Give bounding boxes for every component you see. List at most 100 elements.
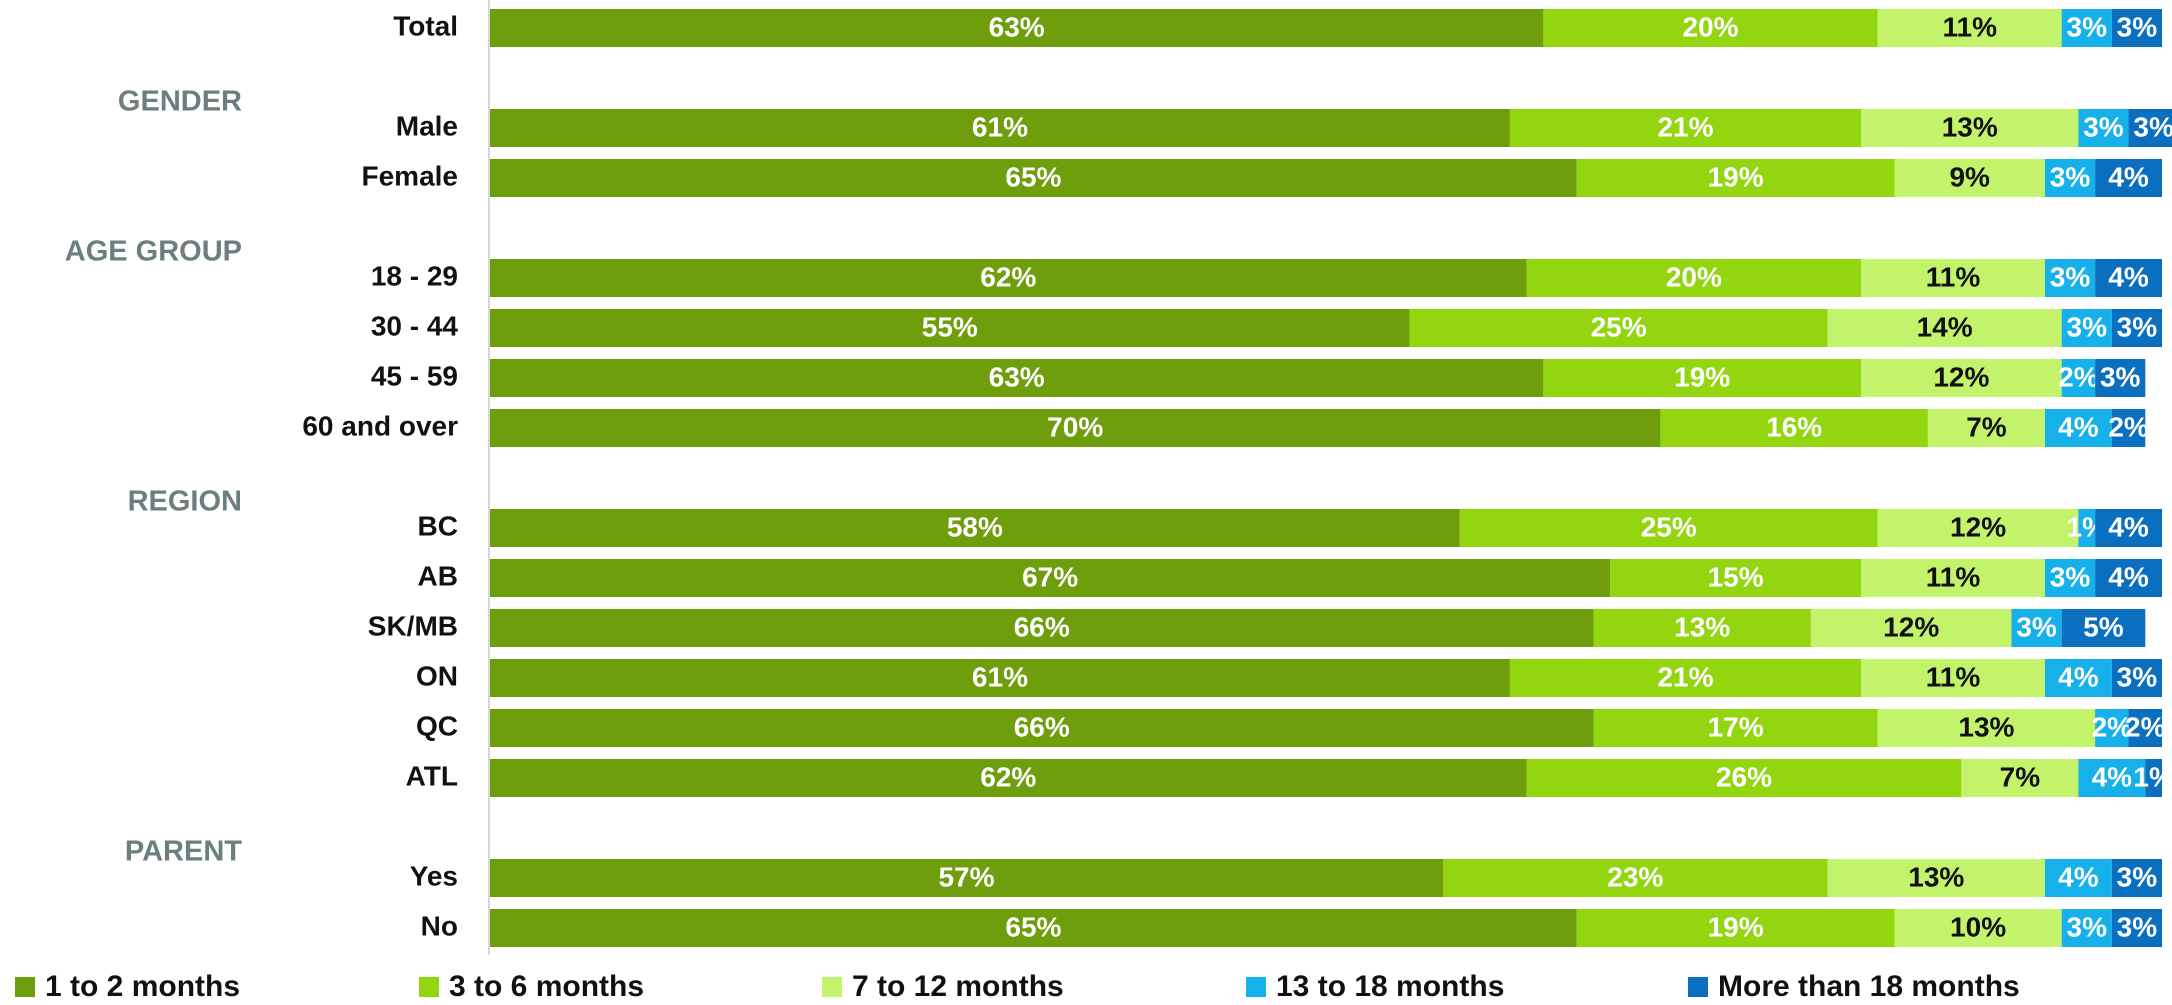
data-label: 62% <box>980 261 1036 292</box>
bar-segment <box>490 609 1594 647</box>
bar-segment <box>1877 9 2062 47</box>
data-label: 11% <box>1926 661 1981 692</box>
bar-segment <box>1861 559 2045 597</box>
bar-segment <box>490 759 1527 797</box>
data-label: 3% <box>2117 11 2158 42</box>
row-label: AB <box>418 560 458 591</box>
bar-segment <box>1861 359 2062 397</box>
data-label: 3% <box>2067 311 2108 342</box>
bar-segment <box>2044 259 2096 297</box>
row-label: Yes <box>410 860 458 891</box>
data-label: 16% <box>1766 411 1822 442</box>
group-label: PARENT <box>125 836 242 868</box>
data-label: 4% <box>2108 561 2149 592</box>
bar-segment <box>1509 659 1862 697</box>
bar-segment <box>490 409 1661 447</box>
row-label: 45 - 59 <box>371 360 458 391</box>
data-label: 21% <box>1657 661 1713 692</box>
data-label: 3% <box>2117 661 2158 692</box>
data-label: 55% <box>922 311 978 342</box>
bar-segment <box>2111 659 2162 697</box>
stacked-bar-chart: Total 63% 20% 11% 3% 3% Male 61% 21% 13% 3% 3% Femal… <box>65 0 2172 955</box>
row-label: Male <box>396 110 458 141</box>
data-label: 62% <box>980 761 1036 792</box>
data-label: 19% <box>1708 161 1764 192</box>
data-label: 66% <box>1014 611 1070 642</box>
bar-segment <box>490 259 1527 297</box>
data-label: 26% <box>1716 761 1772 792</box>
legend-swatch <box>15 977 35 997</box>
bar-segment <box>1543 9 1878 47</box>
data-label: 19% <box>1708 911 1764 942</box>
row-label: No <box>421 910 458 941</box>
data-label: 10% <box>1950 911 2006 942</box>
data-label: 12% <box>1950 511 2006 542</box>
bar-segment <box>2145 759 2162 797</box>
bar-segment <box>490 109 1510 147</box>
row-label: 60 and over <box>302 410 458 441</box>
bar-segment <box>490 159 1577 197</box>
bar-segment <box>490 509 1460 547</box>
data-label: 65% <box>1005 911 1061 942</box>
data-label: 21% <box>1657 111 1713 142</box>
bar-segment <box>2111 309 2162 347</box>
data-label: 3% <box>2016 611 2057 642</box>
data-label: 57% <box>938 861 994 892</box>
legend-item: 1 to 2 months <box>15 970 240 1004</box>
legend-swatch <box>1688 977 1708 997</box>
bar-segment <box>2095 259 2162 297</box>
data-label: 4% <box>2058 411 2099 442</box>
legend-swatch <box>419 977 439 997</box>
bar-segment <box>2095 559 2162 597</box>
bar-segment <box>2044 409 2112 447</box>
data-label: 1% <box>2133 761 2172 792</box>
data-label: 13% <box>1958 711 2014 742</box>
data-label: 67% <box>1022 561 1078 592</box>
data-label: 3% <box>2117 861 2158 892</box>
bar-segment <box>1894 909 2062 947</box>
row-label: Total <box>393 10 458 41</box>
row-label: Female <box>362 160 459 191</box>
bar-segment <box>2095 359 2146 397</box>
bar-segment <box>1543 359 1862 397</box>
data-label: 70% <box>1047 411 1103 442</box>
bar-segment <box>1576 159 1895 197</box>
data-label: 3% <box>2100 361 2141 392</box>
bar-segment <box>2095 159 2162 197</box>
bar-segment <box>2078 509 2096 547</box>
data-label: 25% <box>1591 311 1647 342</box>
data-label: 3% <box>2050 261 2091 292</box>
bar-segment <box>2061 9 2112 47</box>
bar-segment <box>1810 609 2012 647</box>
bar-segment <box>1877 709 2096 747</box>
legend-swatch <box>1246 977 1266 997</box>
data-label: 17% <box>1708 711 1764 742</box>
data-label: 66% <box>1014 711 1070 742</box>
bar-segment <box>1526 759 1962 797</box>
data-label: 4% <box>2058 861 2099 892</box>
bar-segment <box>2111 409 2146 447</box>
bar-segment <box>1409 309 1828 347</box>
data-label: 4% <box>2108 161 2149 192</box>
bar-segment <box>1526 259 1862 297</box>
data-label: 61% <box>972 111 1028 142</box>
bar-segment <box>2111 9 2162 47</box>
bar-segment <box>1861 259 2045 297</box>
data-label: 7% <box>2000 761 2041 792</box>
row-label: SK/MB <box>368 610 458 641</box>
bar-segment <box>1459 509 1878 547</box>
bar-segment <box>1610 559 1862 597</box>
bar-segment <box>2044 159 2096 197</box>
bar-segment <box>2111 909 2162 947</box>
data-label: 13% <box>1908 861 1964 892</box>
legend-item: 13 to 18 months <box>1246 970 1504 1004</box>
data-label: 4% <box>2092 761 2133 792</box>
data-label: 3% <box>2050 161 2091 192</box>
data-label: 61% <box>972 661 1028 692</box>
bar-segment <box>2111 859 2162 897</box>
data-label: 3% <box>2067 911 2108 942</box>
data-label: 3% <box>2117 311 2158 342</box>
bar-segment <box>2095 509 2162 547</box>
legend-label: 3 to 6 months <box>449 970 645 1003</box>
data-label: 14% <box>1917 311 1973 342</box>
